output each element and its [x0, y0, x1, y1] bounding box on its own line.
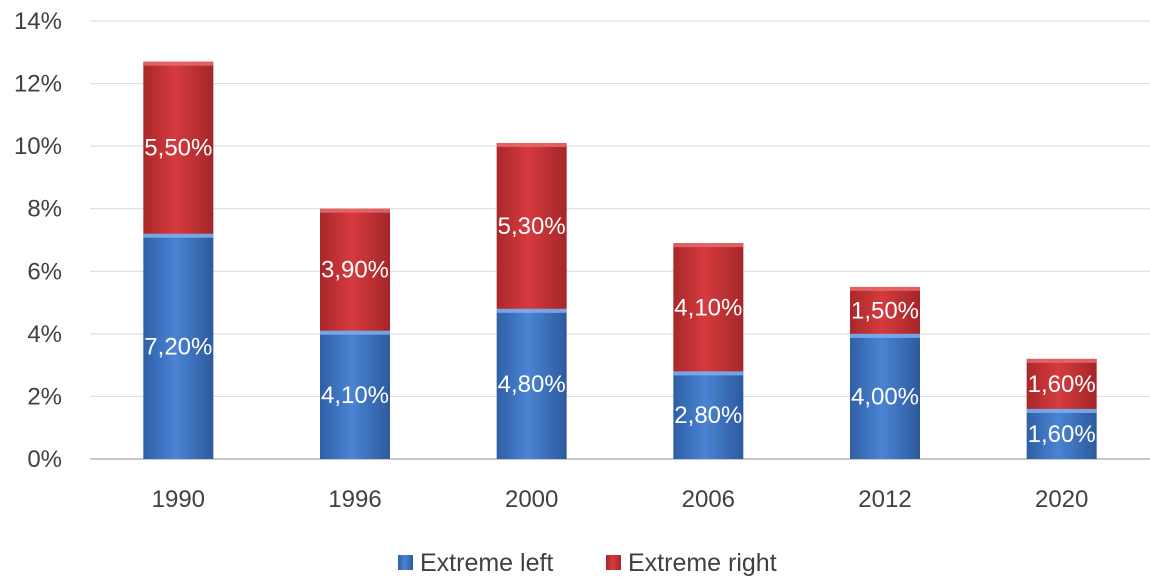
data-label: 4,80% — [498, 371, 566, 398]
x-tick-label: 1990 — [152, 486, 205, 513]
y-tick-label: 6% — [27, 258, 62, 285]
x-axis-ticks: 1990 1996 2000 2006 2012 2020 — [152, 486, 1089, 513]
data-label: 4,10% — [321, 382, 389, 409]
bar-segment — [673, 371, 744, 459]
data-label: 7,20% — [144, 333, 212, 360]
bar-segment — [850, 286, 920, 334]
y-tick-label: 10% — [14, 133, 62, 160]
data-label: 5,30% — [498, 213, 566, 240]
bar-segment — [496, 308, 567, 459]
data-label: 5,50% — [144, 135, 212, 162]
legend-label: Extreme left — [420, 549, 553, 577]
data-label: 1,60% — [1028, 371, 1096, 398]
bar-segment — [320, 330, 390, 459]
bar-segment-highlight — [1026, 358, 1097, 363]
bar-segment-highlight — [496, 308, 567, 313]
data-label: 3,90% — [321, 257, 389, 284]
bar-segment — [143, 233, 214, 459]
x-tick-label: 2000 — [505, 486, 558, 513]
bar-segment — [1026, 358, 1097, 409]
y-tick-label: 4% — [27, 321, 62, 348]
bar-segment-highlight — [320, 208, 390, 213]
data-label: 4,00% — [851, 383, 919, 410]
y-tick-label: 8% — [27, 196, 62, 223]
gridlines — [90, 20, 1150, 460]
bar-segment-highlight — [850, 286, 920, 291]
legend-label: Extreme right — [628, 549, 777, 577]
legend-swatch — [398, 555, 413, 570]
bar-segment — [496, 143, 567, 309]
bar-segment — [1026, 408, 1097, 459]
data-label: 1,50% — [851, 297, 919, 324]
bar-segment-highlight — [320, 330, 390, 335]
bar-segment — [850, 333, 920, 459]
bar-segment-highlight — [673, 243, 744, 248]
data-label: 4,10% — [674, 294, 742, 321]
legend: Extreme left Extreme right — [398, 549, 777, 577]
bar-segment-highlight — [673, 371, 744, 376]
bars — [143, 61, 1097, 459]
data-labels: 7,20% 5,50% 4,10% 3,90% 4,80% 5,30% 2,80% 4,10%… — [144, 135, 1095, 448]
y-tick-label: 2% — [27, 383, 62, 410]
bar-segment-highlight — [1026, 408, 1097, 413]
y-axis-ticks: 0% 2% 4% 6% 8% 10% 12% 14% — [14, 8, 62, 473]
x-tick-label: 1996 — [328, 486, 381, 513]
bar-segment-highlight — [850, 333, 920, 338]
bar-segment — [143, 61, 214, 234]
legend-swatch — [606, 555, 621, 570]
x-tick-label: 2012 — [858, 486, 911, 513]
bar-segment — [320, 208, 390, 331]
x-tick-label: 2020 — [1035, 486, 1088, 513]
data-label: 2,80% — [674, 402, 742, 429]
y-tick-label: 0% — [27, 446, 62, 473]
y-tick-label: 14% — [14, 8, 62, 35]
bar-segment-highlight — [496, 143, 567, 148]
x-tick-label: 2006 — [682, 486, 735, 513]
bar-segment-highlight — [143, 233, 214, 238]
data-label: 1,60% — [1028, 421, 1096, 448]
bar-segment-highlight — [143, 61, 214, 66]
y-tick-label: 12% — [14, 71, 62, 98]
bar-segment — [673, 243, 744, 372]
